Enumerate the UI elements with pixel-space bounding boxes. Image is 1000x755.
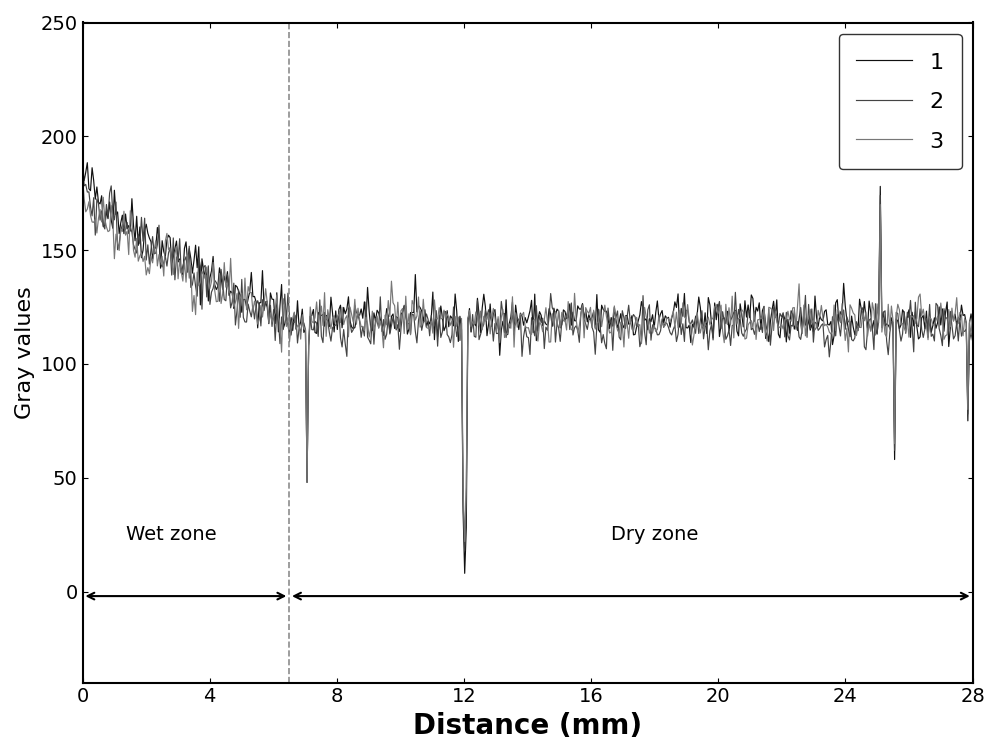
Y-axis label: Gray values: Gray values [15, 286, 35, 419]
3 [77, 172, 89, 181]
Line: 2: 2 [83, 154, 973, 550]
2 [704, 326, 716, 335]
Text: Dry zone: Dry zone [611, 525, 698, 544]
3 [655, 324, 667, 333]
1 [459, 569, 471, 578]
2 [655, 326, 667, 335]
1 [85, 186, 97, 196]
1 [151, 223, 163, 232]
X-axis label: Distance (mm): Distance (mm) [413, 712, 642, 740]
2 [459, 546, 471, 555]
1 [857, 314, 869, 323]
Text: Wet zone: Wet zone [126, 525, 217, 544]
1 [834, 307, 846, 316]
Line: 1: 1 [83, 163, 973, 573]
2 [83, 187, 95, 196]
2 [150, 248, 162, 257]
3 [704, 320, 716, 329]
2 [77, 149, 89, 159]
2 [855, 306, 867, 315]
1 [77, 164, 89, 173]
2 [833, 321, 845, 330]
1 [656, 306, 668, 315]
1 [967, 319, 979, 328]
Line: 3: 3 [83, 177, 973, 541]
3 [833, 307, 845, 316]
3 [967, 310, 979, 319]
Legend: 1, 2, 3: 1, 2, 3 [838, 34, 962, 169]
1 [81, 159, 93, 168]
3 [459, 537, 471, 546]
2 [967, 337, 979, 346]
1 [705, 319, 717, 328]
3 [855, 323, 867, 332]
3 [83, 197, 95, 206]
3 [150, 236, 162, 245]
